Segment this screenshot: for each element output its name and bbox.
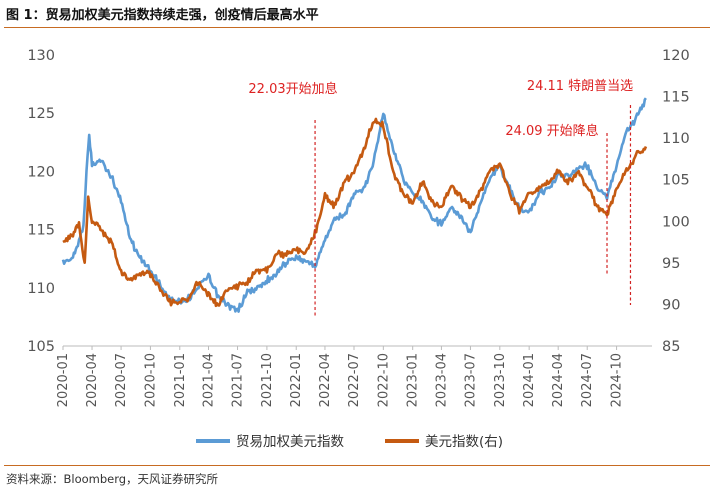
y-right-tick-label: 95	[662, 256, 680, 272]
y-left-tick-label: 105	[27, 339, 55, 355]
y-right-tick-label: 85	[662, 339, 680, 355]
x-tick-label: 2023-01	[406, 353, 421, 407]
y-left-tick-label: 115	[27, 223, 55, 239]
series-line-trade-weighted	[61, 97, 647, 313]
x-tick-label: 2021-01	[173, 353, 188, 407]
x-tick-label: 2022-07	[347, 353, 362, 407]
x-tick-label: 2023-04	[434, 353, 449, 407]
y-right-tick-label: 120	[662, 48, 690, 64]
x-tick-label: 2020-01	[56, 353, 71, 407]
x-tick-label: 2020-04	[85, 353, 100, 407]
title-rule	[4, 27, 710, 28]
source-note: 资料来源：Bloomberg，天风证券研究所	[6, 472, 219, 486]
source-rule	[4, 465, 710, 466]
figure-title: 图 1：贸易加权美元指数持续走强，创疫情后最高水平	[6, 8, 319, 23]
y-right-tick-label: 100	[662, 214, 690, 230]
y-right-tick-label: 105	[662, 173, 690, 189]
annotation-label: 24.09 开始降息	[505, 123, 598, 139]
legend-label: 美元指数(右)	[425, 434, 503, 450]
x-tick-label: 2024-01	[522, 353, 537, 407]
y-left-tick-label: 125	[27, 106, 55, 122]
legend-label: 贸易加权美元指数	[236, 433, 344, 450]
x-tick-label: 2022-10	[376, 353, 391, 407]
x-tick-label: 2024-04	[551, 353, 566, 407]
x-tick-label: 2024-07	[580, 353, 595, 407]
x-tick-label: 2021-10	[260, 353, 275, 407]
annotation-label: 22.03开始加息	[248, 81, 337, 97]
x-tick-label: 2021-07	[231, 353, 246, 407]
x-tick-label: 2024-10	[610, 353, 625, 407]
y-right-tick-label: 90	[662, 297, 680, 313]
annotation-label: 24.11 特朗普当选	[527, 79, 633, 94]
y-left-tick-label: 130	[27, 48, 55, 64]
y-left-tick-label: 120	[27, 164, 55, 180]
series-line-dxy	[62, 117, 648, 308]
y-left-tick-label: 110	[27, 281, 55, 297]
x-tick-label: 2020-07	[114, 353, 129, 407]
x-tick-label: 2023-07	[463, 353, 478, 407]
x-tick-label: 2022-04	[318, 353, 333, 407]
y-right-tick-label: 115	[662, 90, 690, 106]
y-right-tick-label: 110	[662, 131, 690, 147]
x-tick-label: 2021-04	[201, 353, 216, 407]
x-tick-label: 2022-01	[289, 353, 304, 407]
x-tick-label: 2023-10	[493, 353, 508, 407]
x-tick-label: 2020-10	[143, 353, 158, 407]
